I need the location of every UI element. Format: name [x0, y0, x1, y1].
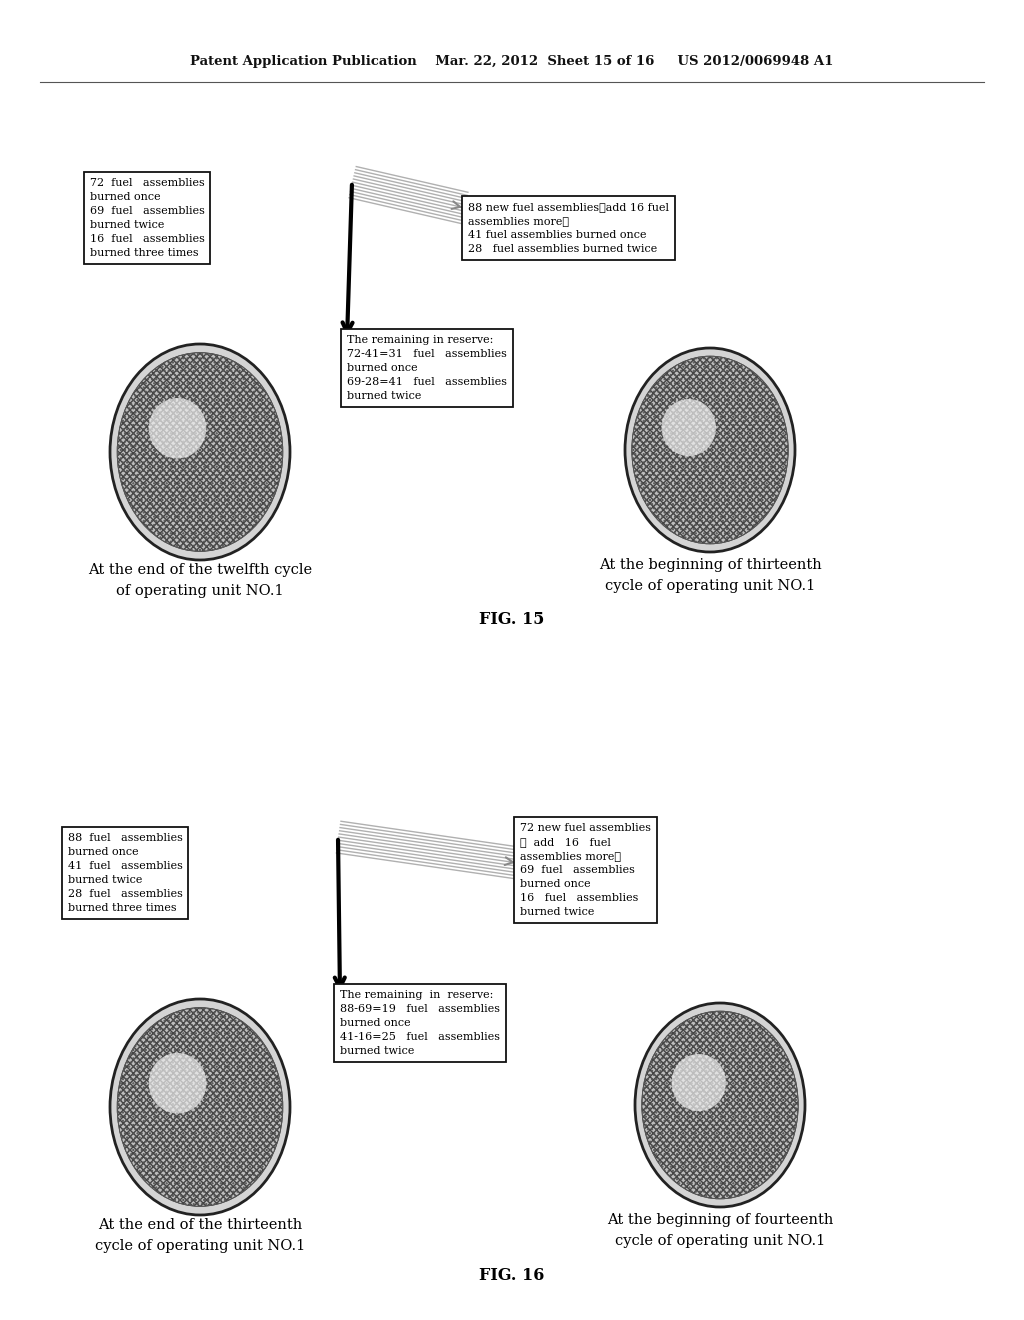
Text: 72  fuel   assemblies
burned once
69  fuel   assemblies
burned twice
16  fuel   : 72 fuel assemblies burned once 69 fuel a…: [90, 178, 205, 257]
Ellipse shape: [662, 399, 716, 457]
Ellipse shape: [625, 348, 795, 552]
Text: At the beginning of fourteenth: At the beginning of fourteenth: [607, 1213, 834, 1228]
Text: At the end of the thirteenth: At the end of the thirteenth: [98, 1218, 302, 1232]
Text: 72 new fuel assemblies
（  add   16   fuel
assemblies more）
69  fuel   assemblies: 72 new fuel assemblies （ add 16 fuel ass…: [520, 822, 651, 917]
Text: 88 new fuel assemblies（add 16 fuel
assemblies more）
41 fuel assemblies burned on: 88 new fuel assemblies（add 16 fuel assem…: [468, 202, 669, 253]
Ellipse shape: [117, 1007, 283, 1206]
Text: cycle of operating unit NO.1: cycle of operating unit NO.1: [614, 1234, 825, 1247]
Text: cycle of operating unit NO.1: cycle of operating unit NO.1: [95, 1239, 305, 1253]
Ellipse shape: [110, 345, 290, 560]
Ellipse shape: [117, 352, 283, 552]
Ellipse shape: [110, 999, 290, 1214]
Ellipse shape: [148, 399, 206, 458]
Text: The remaining in reserve:
72-41=31   fuel   assemblies
burned once
69-28=41   fu: The remaining in reserve: 72-41=31 fuel …: [347, 335, 507, 401]
Text: 88  fuel   assemblies
burned once
41  fuel   assemblies
burned twice
28  fuel   : 88 fuel assemblies burned once 41 fuel a…: [68, 833, 183, 913]
Ellipse shape: [642, 1011, 798, 1199]
Ellipse shape: [672, 1053, 726, 1111]
Ellipse shape: [635, 1003, 805, 1206]
Text: FIG. 16: FIG. 16: [479, 1266, 545, 1283]
Text: At the beginning of thirteenth: At the beginning of thirteenth: [599, 558, 821, 572]
Ellipse shape: [148, 1053, 206, 1114]
Text: FIG. 15: FIG. 15: [479, 611, 545, 628]
Text: At the end of the twelfth cycle: At the end of the twelfth cycle: [88, 564, 312, 577]
Text: cycle of operating unit NO.1: cycle of operating unit NO.1: [605, 579, 815, 593]
Ellipse shape: [632, 356, 788, 544]
Text: of operating unit NO.1: of operating unit NO.1: [116, 583, 284, 598]
Text: Patent Application Publication    Mar. 22, 2012  Sheet 15 of 16     US 2012/0069: Patent Application Publication Mar. 22, …: [190, 55, 834, 69]
Text: The remaining  in  reserve:
88-69=19   fuel   assemblies
burned once
41-16=25   : The remaining in reserve: 88-69=19 fuel …: [340, 990, 500, 1056]
